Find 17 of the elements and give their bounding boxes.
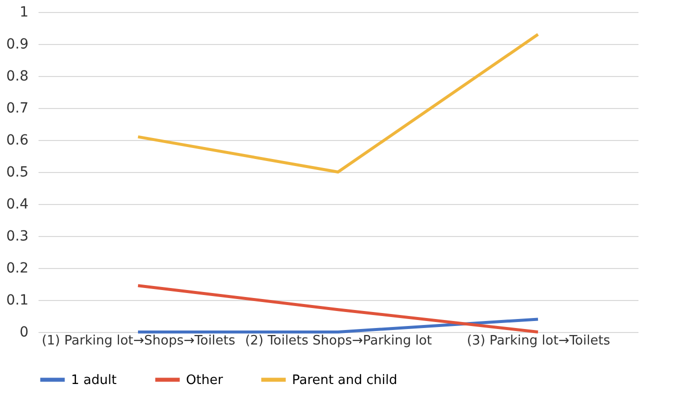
x-tick-label: (2) Toilets Shops→Parking lot [245, 334, 432, 348]
y-tick-label: 0.2 [6, 260, 28, 276]
legend-label: Other [186, 372, 224, 388]
legend-label: Parent and child [292, 372, 398, 388]
y-tick-label: 0 [20, 324, 28, 340]
y-tick-label: 0.4 [6, 196, 29, 212]
y-tick-label: 0.7 [6, 100, 28, 116]
x-tick-label: (1) Parking lot→Shops→Toilets [42, 334, 236, 348]
legend-label: 1 adult [71, 372, 117, 388]
y-tick-label: 0.6 [6, 132, 29, 148]
x-tick-label: (3) Parking lot→Toilets [466, 334, 610, 348]
y-tick-label: 0.1 [6, 292, 28, 308]
y-tick-label: 1 [20, 4, 28, 20]
y-tick-label: 0.3 [6, 228, 28, 244]
y-tick-label: 0.5 [6, 164, 28, 180]
y-tick-label: 0.8 [6, 68, 28, 84]
y-tick-label: 0.9 [6, 36, 28, 52]
